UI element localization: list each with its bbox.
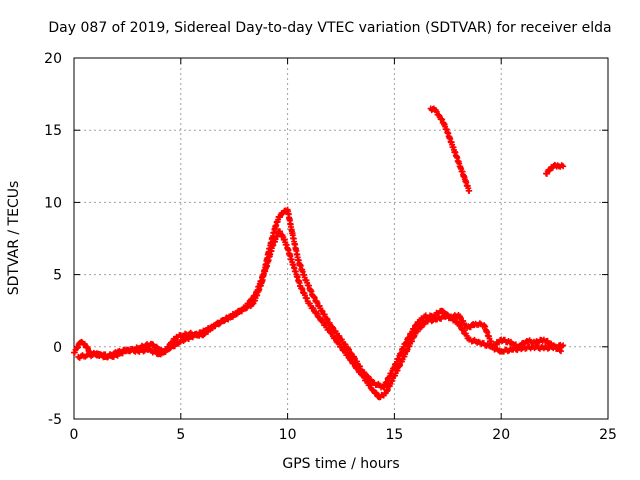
series-arc-2	[427, 105, 473, 194]
data-point	[372, 389, 379, 396]
data-point	[558, 348, 565, 355]
data-point	[310, 305, 317, 312]
data-point	[560, 342, 567, 349]
data-point	[346, 346, 353, 353]
data-point	[433, 108, 440, 115]
data-point	[329, 324, 336, 331]
y-tick-label: 5	[53, 268, 62, 284]
x-tick-label: 0	[70, 427, 79, 443]
x-tick-label: 20	[492, 427, 510, 443]
data-point	[466, 187, 473, 194]
x-tick-label: 25	[599, 427, 617, 443]
y-tick-label: 15	[44, 123, 62, 139]
data-point	[75, 344, 82, 351]
data-point	[342, 341, 349, 348]
data-point	[418, 324, 425, 331]
data-point	[460, 327, 467, 334]
data-point	[166, 343, 173, 350]
data-point	[365, 373, 372, 380]
data-point	[74, 345, 81, 352]
data-point	[84, 344, 91, 351]
chart-title: Day 087 of 2019, Sidereal Day-to-day VTE…	[48, 20, 612, 36]
y-tick-label: 0	[53, 340, 62, 356]
series-main-arc	[71, 228, 567, 401]
y-tick-label: -5	[48, 412, 62, 428]
data-point	[313, 310, 320, 317]
plot-frame	[73, 57, 609, 420]
y-tick-label: 20	[44, 51, 62, 67]
x-tick-label: 10	[279, 427, 297, 443]
x-tick-label: 5	[176, 427, 185, 443]
x-axis-label: GPS time / hours	[282, 456, 400, 472]
series-arc-3	[543, 161, 567, 177]
x-tick-label: 15	[385, 427, 403, 443]
data-point	[560, 163, 567, 170]
series-upper-band	[75, 206, 565, 391]
data-point	[373, 390, 380, 397]
y-tick-label: 10	[44, 195, 62, 211]
data-point	[439, 307, 446, 314]
data-point	[84, 345, 91, 352]
